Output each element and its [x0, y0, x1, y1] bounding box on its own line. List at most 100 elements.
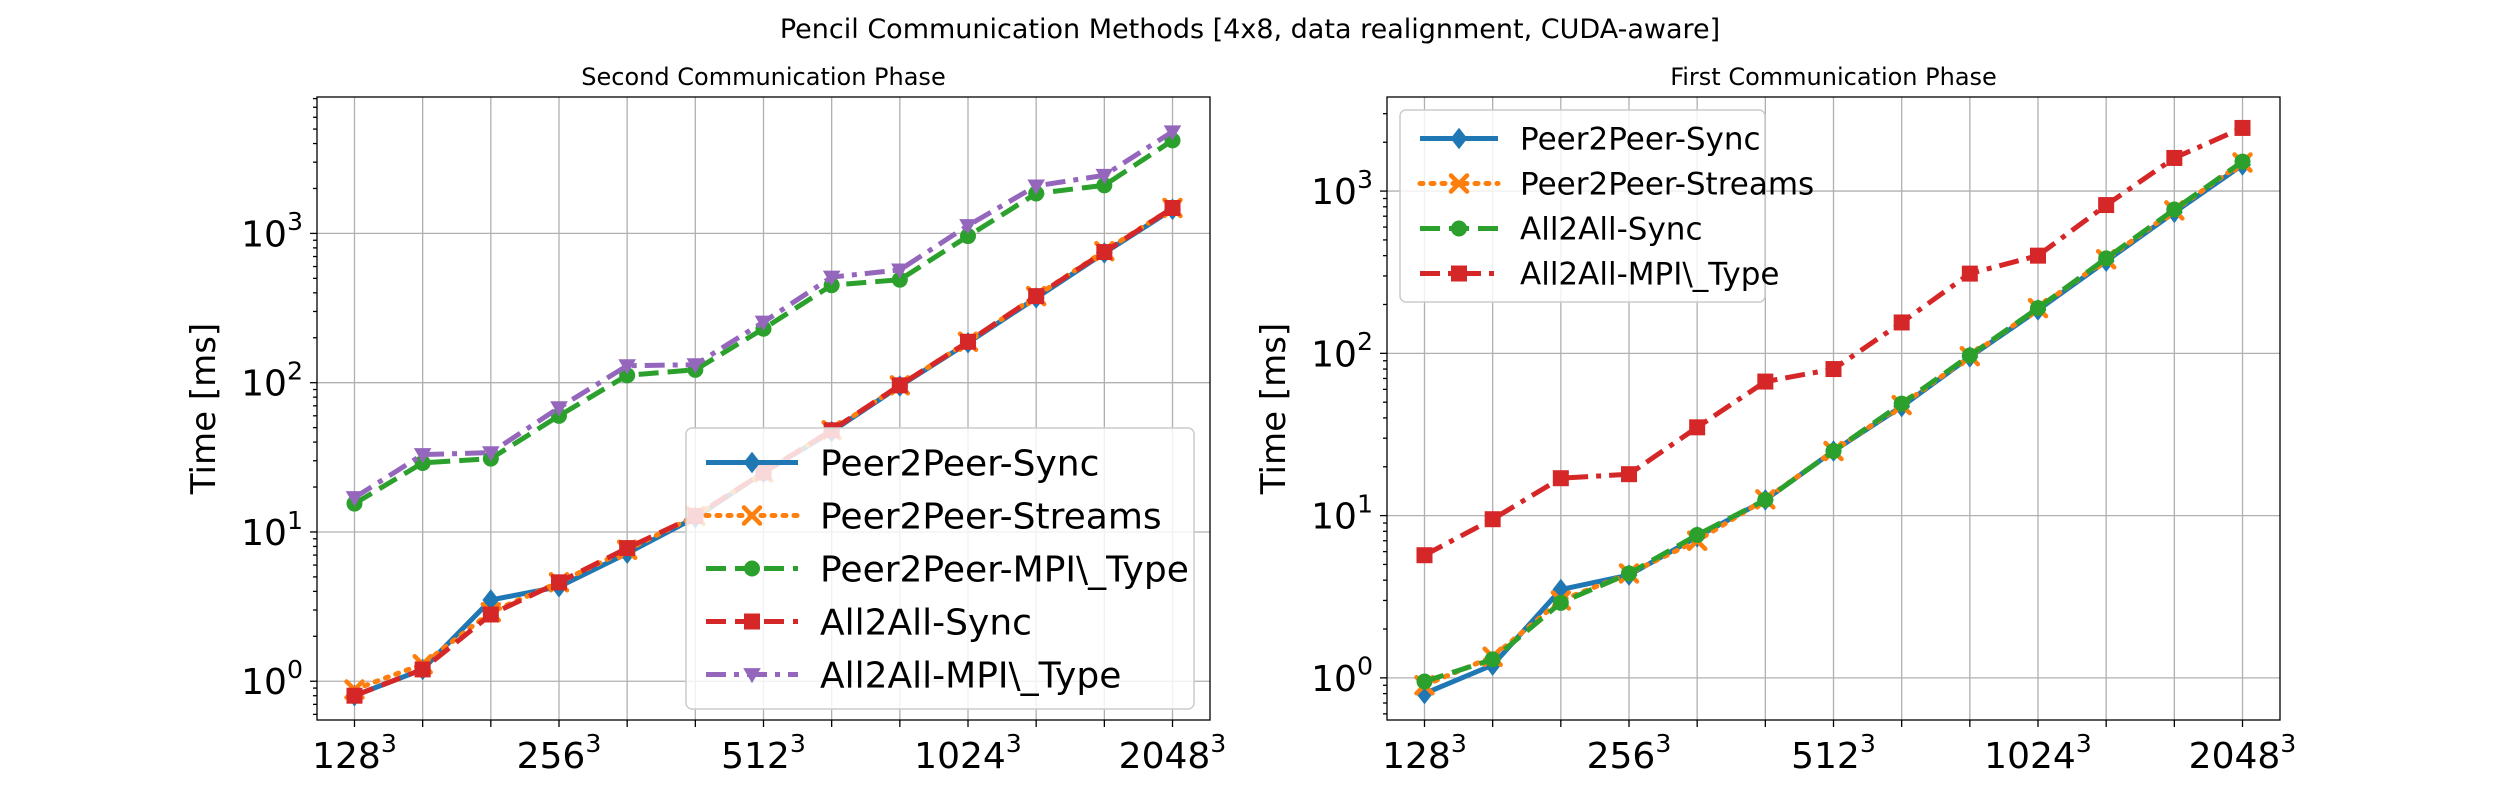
data-point [619, 540, 636, 557]
data-point [482, 606, 499, 623]
y-tick-label: 103 [241, 207, 303, 255]
legend-marker [743, 451, 761, 474]
data-point [960, 333, 977, 350]
legend-marker [744, 560, 760, 577]
data-point [1893, 395, 1910, 412]
y-tick-label: 103 [1311, 165, 1373, 213]
data-point [1689, 526, 1706, 543]
x-tick-label: 1283 [312, 729, 397, 777]
data-point [2166, 149, 2183, 166]
data-point [550, 401, 568, 417]
data-point [891, 271, 908, 288]
data-point [414, 661, 431, 678]
legend-label: Peer2Peer-Streams [1520, 167, 1814, 203]
data-point [1825, 443, 1842, 460]
x-tick-label: 5123 [1791, 729, 1876, 777]
x-tick-label: 20483 [2189, 729, 2297, 777]
data-point [1620, 466, 1637, 483]
data-point [1893, 314, 1910, 331]
data-point [686, 358, 705, 374]
data-point [1484, 651, 1501, 668]
data-point [1757, 491, 1774, 508]
y-tick-label: 100 [241, 655, 303, 703]
data-point [1484, 511, 1501, 528]
legend-label: Peer2Peer-Streams [820, 496, 1162, 537]
legend-marker [1451, 265, 1467, 282]
data-point [1620, 565, 1637, 582]
data-point [1096, 177, 1113, 194]
data-point [2234, 153, 2251, 170]
legend-label: All2All-Sync [1520, 212, 1703, 248]
series-all2all-mpi-type [345, 125, 1182, 507]
data-point [1961, 265, 1978, 282]
chart-second-communication-phase: 100 101 102 103 1283 2563 5123 10243 20483 Second… [184, 63, 1226, 777]
legend-label: All2All-Sync [820, 602, 1032, 643]
data-point [345, 491, 364, 507]
legend-marker [1450, 127, 1468, 150]
y-tick-label: 102 [1311, 327, 1373, 375]
y-tick-label: 101 [241, 506, 303, 554]
x-tick-label: 2563 [1587, 729, 1672, 777]
legend-label: Peer2Peer-Sync [1520, 122, 1761, 158]
data-point [1552, 578, 1570, 601]
x-tick-label: 10243 [914, 729, 1022, 777]
y-axis-label: Time [ms] [184, 323, 224, 495]
x-tick-label: 10243 [1984, 729, 2092, 777]
data-point [2098, 197, 2115, 214]
x-tick-label: 5123 [721, 729, 806, 777]
data-point [1028, 288, 1045, 305]
data-point [1416, 547, 1433, 564]
legend-marker [744, 613, 760, 630]
data-point [891, 377, 908, 394]
data-point [2166, 201, 2183, 218]
data-point [413, 448, 432, 464]
data-point [1163, 125, 1182, 141]
legend-marker [743, 668, 761, 684]
data-point [960, 228, 977, 245]
data-point [2030, 247, 2047, 264]
y-tick-label: 102 [241, 356, 303, 404]
data-point [550, 574, 567, 591]
data-point [1095, 168, 1114, 185]
data-point [891, 263, 909, 279]
data-point [1552, 470, 1569, 487]
legend-label: All2All-MPI\_Type [820, 655, 1121, 696]
data-point [2098, 250, 2115, 267]
legend-label: All2All-MPI\_Type [1520, 257, 1780, 293]
data-point [1096, 244, 1113, 261]
data-point [618, 359, 636, 375]
data-point [346, 687, 363, 704]
series-all2all-sync [1416, 153, 2251, 690]
x-tick-label: 20483 [1119, 729, 1227, 777]
data-point [822, 270, 841, 286]
data-point [1689, 419, 1706, 436]
data-point [2234, 119, 2251, 136]
y-tick-label: 101 [1311, 489, 1373, 537]
series-all2all-mpi-type [1416, 119, 2251, 564]
data-point [1416, 673, 1433, 690]
data-point [754, 315, 773, 331]
data-point [1757, 373, 1774, 390]
legend: Peer2Peer-Sync Peer2Peer-Streams All2All-S… [1399, 109, 1814, 303]
chart-first-communication-phase: 100 101 102 103 1283 2563 5123 10243 20483 First … [1254, 63, 2296, 777]
data-point [1552, 594, 1569, 611]
legend-marker [1451, 220, 1467, 237]
data-point [1027, 179, 1045, 195]
legend-box [1399, 109, 1766, 303]
legend-marker [1448, 173, 1470, 194]
y-axis-label: Time [ms] [1254, 323, 1294, 495]
x-tick-label: 2563 [517, 729, 602, 777]
data-point [1961, 347, 1978, 364]
data-point [1164, 199, 1181, 216]
legend: Peer2Peer-Sync Peer2Peer-Streams Peer2Peer… [685, 427, 1195, 710]
chart-title: Second Communication Phase [581, 63, 945, 91]
legend-label: Peer2Peer-Sync [820, 443, 1099, 484]
data-point [482, 446, 500, 462]
x-tick-label: 1283 [1382, 729, 1467, 777]
data-point [619, 367, 636, 384]
data-point [959, 219, 977, 235]
data-point [2030, 300, 2047, 317]
figure-title: Pencil Communication Methods [4x8, data … [780, 14, 1720, 45]
y-tick-label: 100 [1311, 652, 1373, 700]
